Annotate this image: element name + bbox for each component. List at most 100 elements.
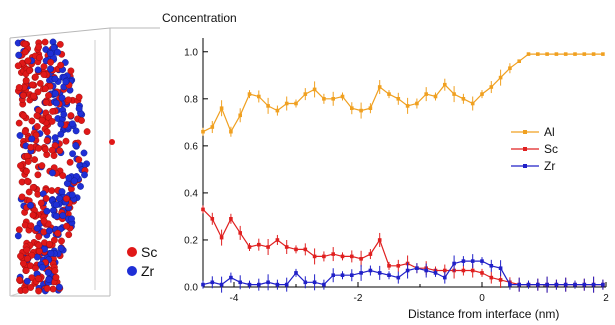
al-point — [582, 52, 587, 56]
al-point — [536, 52, 540, 56]
al-point — [294, 101, 298, 106]
zr-atom — [14, 232, 22, 240]
sc-atom — [21, 40, 29, 48]
sc-atom — [33, 112, 41, 120]
sc-atom — [35, 241, 43, 249]
sc-legend-label: Sc — [141, 244, 157, 260]
y-tick-label: 0.8 — [184, 94, 198, 105]
x-axis-title: Distance from interface (nm) — [408, 307, 559, 321]
sc-atom — [67, 112, 75, 120]
sc-point — [498, 278, 503, 282]
x-tick-label: 2 — [603, 293, 609, 304]
y-tick-label: 0.0 — [184, 283, 198, 294]
sc-atom — [22, 267, 30, 274]
zr-atom — [56, 283, 63, 291]
sc-point — [322, 254, 326, 259]
zr-point — [377, 271, 382, 275]
zr-atom — [51, 75, 59, 83]
zr-point — [601, 282, 605, 287]
sc-atom — [37, 199, 45, 207]
sc-atom — [19, 259, 27, 267]
al-point — [331, 97, 335, 101]
sc-atom — [63, 222, 70, 230]
al-point — [508, 66, 512, 70]
x-tick-label: 0 — [479, 293, 485, 304]
zr-point — [266, 280, 270, 285]
sc-atom — [28, 274, 36, 282]
al-legend-label: Al — [544, 125, 555, 139]
zr-point — [461, 259, 466, 263]
al-point — [284, 101, 289, 106]
zr-atom — [69, 150, 77, 158]
zr-point — [591, 282, 596, 287]
al-point — [266, 104, 270, 108]
sc-atom — [43, 137, 51, 145]
sc-atom — [52, 273, 60, 281]
zr-atom — [49, 169, 56, 177]
y-tick-label: 1.0 — [184, 47, 198, 58]
sc-atom — [33, 123, 41, 130]
sc-atom — [14, 62, 22, 70]
sc-atom — [21, 286, 29, 294]
sc-atom — [36, 54, 43, 62]
sc-atom — [42, 99, 50, 106]
y-tick-label: 0.4 — [184, 188, 198, 199]
sc-atom — [35, 233, 43, 241]
sc-point — [470, 268, 475, 273]
zr-atom — [75, 105, 83, 113]
al-line — [202, 53, 603, 134]
zr-point — [545, 282, 549, 287]
atom-probe-reconstruction — [9, 27, 160, 297]
al-point — [350, 106, 354, 110]
zr-point — [489, 264, 494, 268]
zr-legend-label: Zr — [141, 263, 155, 279]
zr-series — [201, 254, 605, 293]
sc-point — [359, 257, 363, 261]
series-layer — [201, 52, 605, 293]
sc-point — [294, 247, 298, 252]
al-point — [229, 129, 233, 134]
sc-atom — [42, 145, 49, 153]
zr-point — [536, 282, 540, 287]
sc-atom — [59, 172, 67, 180]
zr-point — [415, 266, 419, 270]
zr-atom — [57, 120, 65, 128]
sc-atom — [48, 187, 56, 195]
zr-atom — [77, 182, 84, 190]
sc-atom — [15, 84, 23, 91]
zr-atom — [51, 90, 59, 97]
zr-point — [573, 282, 577, 287]
al-point — [424, 92, 428, 96]
al-point — [517, 59, 521, 63]
sc-atom — [66, 158, 74, 166]
al-point — [340, 94, 345, 99]
al-point — [238, 113, 242, 118]
al-point — [257, 94, 261, 99]
sc-atom — [48, 146, 56, 154]
sc-atom — [83, 128, 91, 136]
sc-atom — [36, 80, 44, 87]
zr-point — [210, 280, 215, 285]
sc-point — [387, 264, 391, 268]
sc-atom — [34, 171, 42, 179]
zr-legend-label: Zr — [544, 159, 555, 173]
sc-atom — [48, 118, 56, 125]
sc-atom — [40, 217, 48, 225]
zr-point — [498, 266, 503, 270]
zr-atom — [54, 48, 61, 56]
zr-point — [359, 271, 363, 275]
sc-atom — [75, 156, 83, 164]
sc-atom — [27, 143, 35, 151]
al-point — [312, 87, 317, 92]
sc-atom — [65, 96, 72, 104]
sc-legend-marker — [127, 247, 137, 257]
y-axis-title: Concentration — [162, 11, 237, 25]
zr-point — [480, 259, 484, 263]
sc-atom — [54, 229, 62, 237]
sc-atom — [75, 93, 83, 101]
sc-atom — [19, 91, 27, 99]
sc-atom — [49, 108, 56, 115]
sc-atom — [21, 128, 29, 136]
sc-point — [480, 271, 484, 275]
sc-atom — [26, 67, 33, 75]
